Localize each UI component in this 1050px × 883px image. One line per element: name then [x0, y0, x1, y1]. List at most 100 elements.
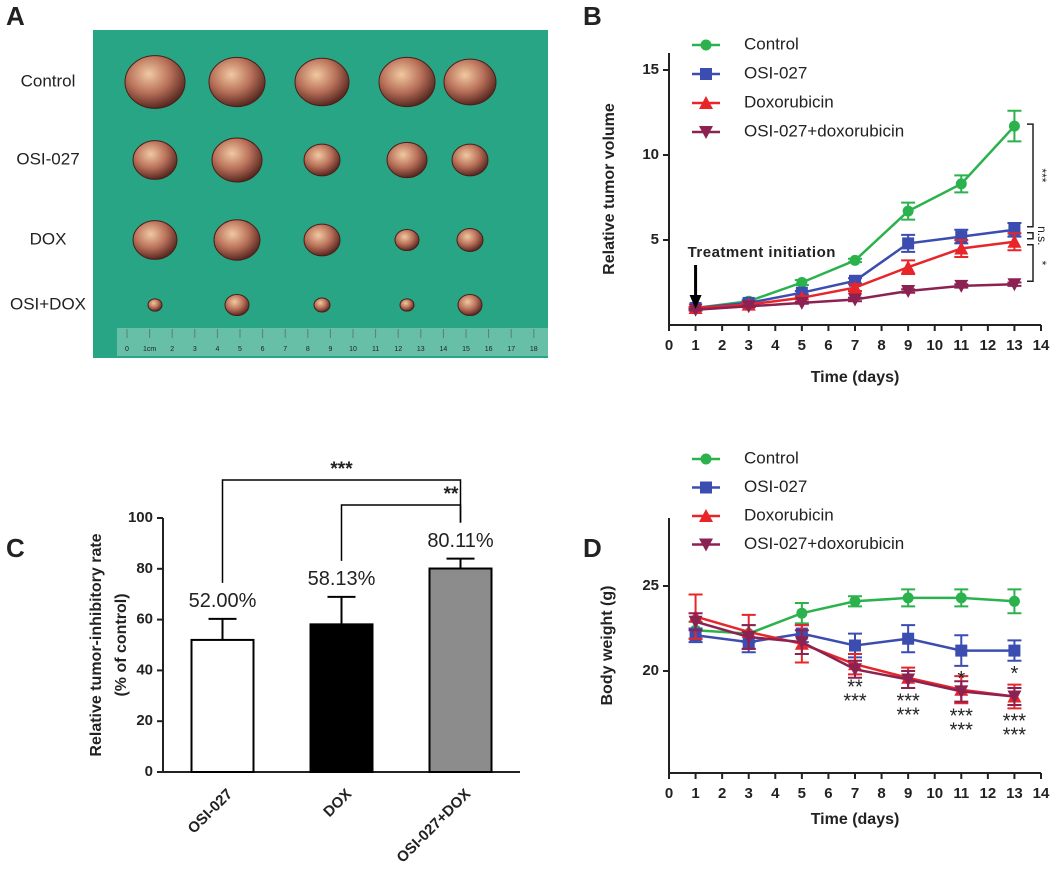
tumor	[224, 293, 250, 317]
ruler-label: 15	[462, 346, 470, 353]
tumor	[457, 293, 483, 317]
legend-label: OSI-027	[744, 477, 807, 496]
ruler-label: 7	[283, 346, 287, 353]
marker	[955, 592, 967, 604]
value-label: 52.00%	[189, 590, 257, 612]
marker	[741, 631, 756, 644]
value-label: 58.13%	[308, 568, 376, 590]
tumor	[132, 140, 178, 180]
y-axis-label: Body weight (g)	[599, 586, 616, 706]
ruler-label: 13	[417, 346, 425, 353]
significance-label: **	[847, 677, 863, 699]
ruler-label: 11	[372, 346, 379, 353]
marker	[901, 673, 916, 687]
legend-label: Control	[744, 448, 799, 467]
x-tick-label: 7	[851, 337, 859, 354]
x-tick-label: 9	[904, 337, 912, 354]
x-tick-label: 14	[1033, 337, 1050, 354]
y-tick-label: 40	[136, 661, 153, 678]
comparison-label: *	[1035, 261, 1049, 266]
ruler-label: 9	[328, 346, 332, 353]
y-tick-label: 5	[651, 231, 659, 248]
marker	[1007, 278, 1022, 292]
x-tick-label: 13	[1006, 337, 1023, 354]
x-tick-label: 12	[980, 337, 997, 354]
ruler-label: 8	[306, 346, 310, 353]
significance-label: ***	[950, 706, 974, 728]
error-bar	[327, 595, 356, 625]
x-tick-label: 3	[745, 785, 753, 802]
marker	[794, 296, 809, 310]
marker	[1008, 644, 1021, 657]
ruler-label: 2	[170, 346, 174, 353]
marker	[848, 280, 862, 294]
x-tick-label: 3	[745, 337, 753, 354]
comparison-bracket	[1027, 243, 1034, 282]
y-tick-label: 80	[136, 560, 153, 577]
tumor	[399, 298, 415, 312]
y-tick-label: 0	[145, 763, 153, 780]
ruler-label: 0	[125, 346, 129, 353]
error-bar	[446, 557, 475, 569]
x-tick-label: 0	[665, 337, 673, 354]
marker	[1007, 690, 1022, 704]
marker	[688, 615, 703, 629]
x-tick-label: 11	[953, 785, 969, 802]
x-tick-label: 4	[771, 785, 780, 802]
tumor	[394, 228, 420, 252]
marker	[954, 241, 969, 255]
legend-label: OSI-027+doxorubicin	[744, 534, 904, 553]
marker	[902, 205, 914, 217]
tumor	[213, 219, 261, 261]
legend-marker	[699, 538, 713, 552]
comparison-bracket	[1027, 123, 1034, 228]
y-axis-label: Relative tumor volume	[601, 103, 618, 275]
marker	[955, 178, 967, 190]
value-label: 80.11%	[427, 530, 494, 552]
x-tick-label: 1	[691, 337, 699, 354]
marker	[901, 285, 916, 298]
legend-label: Doxorubicin	[744, 92, 834, 111]
ruler-label: 16	[485, 346, 493, 353]
marker	[902, 632, 915, 645]
comparison-bracket	[1027, 232, 1034, 240]
panel-letter: C	[6, 533, 25, 563]
marker	[741, 300, 756, 314]
x-axis-label: Time (days)	[811, 369, 900, 386]
legend-label: Control	[744, 34, 799, 53]
ruler-label: 6	[261, 346, 265, 353]
panel-letter: B	[583, 1, 602, 31]
x-tick-label: 2	[718, 337, 726, 354]
tumor	[313, 297, 331, 313]
y-tick-label: 60	[136, 611, 153, 628]
row-label: Control	[21, 71, 76, 90]
x-axis-label: Time (days)	[811, 811, 900, 828]
x-tick-label: OSI-027+DOX	[393, 786, 474, 867]
x-tick-label: OSI-027	[185, 786, 237, 838]
legend-marker	[699, 126, 713, 139]
x-tick-label: 13	[1006, 785, 1023, 802]
y-tick-label: 25	[642, 577, 659, 594]
tumor	[294, 57, 350, 107]
panel-letter: D	[583, 533, 602, 563]
ruler-label: 17	[507, 346, 515, 353]
x-tick-label: 2	[718, 785, 726, 802]
x-tick-label: DOX	[320, 786, 355, 821]
row-label: OSI+DOX	[10, 294, 86, 313]
marker	[848, 293, 862, 307]
significance-label: ***	[950, 720, 974, 742]
y-tick-label: 15	[642, 61, 659, 78]
tumor	[303, 143, 341, 177]
x-tick-label: 10	[926, 785, 943, 802]
x-tick-label: 5	[798, 785, 806, 802]
x-tick-label: 12	[980, 785, 997, 802]
x-tick-label: 1	[691, 785, 699, 802]
marker	[1008, 120, 1020, 132]
marker	[849, 254, 861, 266]
x-tick-label: 0	[665, 785, 673, 802]
comparison-bracket	[221, 479, 462, 583]
tumor	[132, 220, 178, 260]
x-tick-label: 6	[824, 337, 832, 354]
row-label: OSI-027	[16, 149, 79, 168]
